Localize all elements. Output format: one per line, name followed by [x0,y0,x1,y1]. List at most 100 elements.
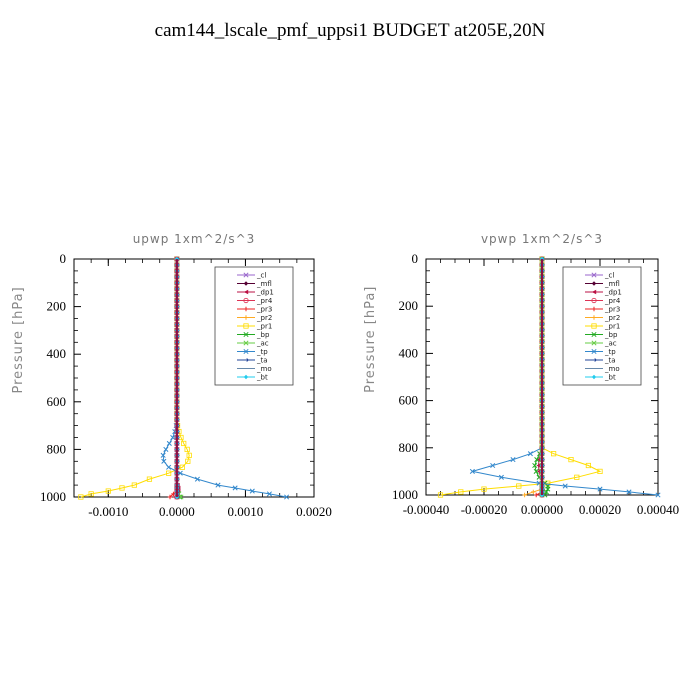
data-point-pr2 [522,492,527,498]
legend-label: _pr4 [604,297,621,305]
panel-title: upwp 1xm^2/s^3 [133,232,256,246]
data-point-pr1 [78,494,84,500]
legend-swatch-marker [243,374,249,380]
legend-label: _dp1 [604,289,622,297]
data-point-tp [469,468,475,474]
data-point-pr3 [167,494,173,500]
data-point-pr1 [105,488,111,494]
data-point-pr1 [458,489,464,495]
data-point-tp [597,486,603,492]
data-point-ac [178,494,184,500]
legend-swatch-marker [591,323,597,329]
legend-swatch-marker [243,272,249,278]
legend-swatch-marker [243,358,249,362]
legend-swatch-marker [243,331,249,338]
legend-swatch-marker [591,358,597,362]
y-tick-label: 200 [47,299,67,314]
series-line-pr1 [80,259,190,498]
legend-label: _cl [604,272,614,280]
legend-swatch-marker [243,323,249,329]
data-point-pr3 [534,492,539,498]
data-point-pr1 [184,446,190,453]
data-point-pr1 [516,483,522,489]
x-tick-label: 0.00020 [579,502,621,517]
data-point-tp [232,485,238,491]
legend-swatch-marker [591,297,597,304]
data-point-pr1 [179,464,185,470]
data-point-pr1 [119,485,125,491]
data-point-pr1 [481,486,487,492]
legend-swatch-marker [243,281,249,286]
series-group [78,256,290,500]
data-point-tp [249,488,255,494]
data-point-tp [160,452,166,458]
legend-label: _ac [604,340,617,348]
x-tick-label: 0.00040 [637,502,679,517]
y-tick-label: 600 [47,394,67,409]
data-point-pr1 [551,451,557,457]
data-point-bp [533,468,539,474]
data-point-pr1 [88,491,94,497]
data-point-pr1 [585,462,592,469]
y-tick-label: 1000 [40,489,66,504]
legend-swatch-marker [591,281,597,286]
legend-swatch-marker [243,340,249,346]
legend-swatch-marker [591,374,597,380]
legend-swatch-marker [591,315,597,320]
legend-label: _cl [256,272,266,280]
y-tick-label: 200 [399,298,419,313]
data-point-bp [545,486,551,492]
x-tick-label: 0.0020 [296,504,332,519]
y-tick-label: 0 [412,251,419,266]
legend-swatch-marker [591,340,597,346]
data-point-tp [215,482,221,488]
legend-label: _pr4 [256,297,273,305]
legend-label: _bt [256,374,268,382]
y-tick-label: 1000 [392,487,418,502]
data-point-tp [655,492,661,498]
data-point-pr1 [597,468,603,475]
y-tick-label: 800 [47,441,67,456]
y-tick-label: 400 [47,346,67,361]
data-point-tp [194,476,200,482]
x-tick-label: 0.0000 [159,504,195,519]
legend: _cl_mfl_dp1_pr4_pr3_pr2_pr1_bp_ac_tp_ta_… [214,266,294,386]
data-point-tp [266,491,272,497]
data-point-tp [284,494,290,500]
data-point-tp [166,464,172,470]
data-point-pr1 [574,474,580,480]
y-axis-label: Pressure [hPa] [363,286,378,393]
x-tick-label: 0.0010 [228,504,264,519]
data-point-tp [161,458,167,464]
legend-swatch-marker [591,272,597,278]
data-point-tp [562,483,568,489]
panel-title: vpwp 1xm^2/s^3 [481,232,603,246]
data-point-dp1 [536,463,541,468]
data-point-tp [163,446,169,452]
legend-label: _pr2 [256,314,272,322]
legend-label: _bp [604,331,618,339]
data-point-pr1 [146,476,153,482]
legend-swatch-marker [243,348,249,355]
legend-label: _dp1 [256,289,274,297]
y-tick-label: 600 [399,393,419,408]
data-point-pr1 [166,470,172,476]
legend-swatch-marker [591,306,597,312]
y-tick-label: 400 [399,345,419,360]
series-group [437,256,661,498]
legend-label: _mfl [604,280,620,288]
legend-swatch-marker [243,306,249,312]
legend: _cl_mfl_dp1_pr4_pr3_pr2_pr1_bp_ac_tp_ta_… [562,266,642,386]
legend-label: _tp [604,348,616,356]
legend-label: _bp [256,331,270,339]
data-point-pr1 [181,440,187,447]
y-axis-label: Pressure [hPa] [11,286,26,393]
data-point-pr2 [531,489,536,495]
data-point-pr1 [131,482,137,488]
legend-label: _ta [604,357,616,365]
x-tick-label: -0.00020 [461,502,508,517]
figure-title: cam144_lscale_pmf_uppsi1 BUDGET at205E,2… [154,20,546,41]
legend-label: _mfl [256,280,272,288]
x-tick-label: 0.00000 [521,502,563,517]
data-point-bp [532,462,538,469]
